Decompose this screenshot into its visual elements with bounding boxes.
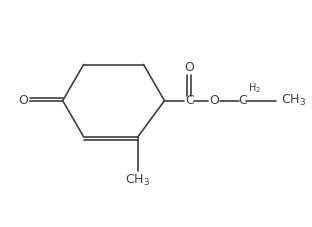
Text: C: C: [185, 94, 193, 107]
Text: CH$_3$: CH$_3$: [125, 173, 150, 188]
Text: O: O: [184, 61, 194, 74]
Text: CH$_3$: CH$_3$: [281, 93, 307, 108]
Text: O: O: [209, 94, 219, 107]
Text: C: C: [238, 94, 247, 107]
Text: O: O: [18, 94, 28, 107]
Text: H$_2$: H$_2$: [248, 81, 261, 95]
